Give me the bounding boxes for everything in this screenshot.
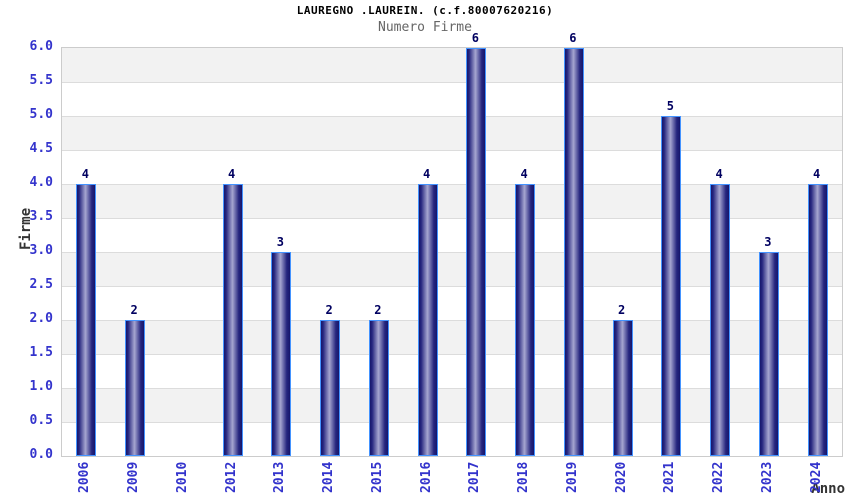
x-tick-label: 2012 (223, 461, 239, 493)
bar-2022 (710, 184, 731, 456)
grid-band (62, 150, 842, 184)
y-tick-label: 0.0 (29, 447, 53, 462)
x-tick-label: 2023 (759, 461, 775, 493)
bar-value-label: 4 (813, 167, 821, 181)
x-tick-label: 2021 (662, 461, 678, 493)
x-tick-label: 2024 (808, 461, 824, 493)
bar-2024 (807, 184, 828, 456)
plot-area (61, 47, 843, 457)
x-tick-label: 2022 (711, 461, 727, 493)
bar-2016 (417, 184, 438, 456)
gridline (62, 184, 842, 185)
bar-value-label: 6 (471, 31, 479, 45)
bar-value-label: 6 (569, 31, 577, 45)
x-tick-label: 2010 (174, 461, 190, 493)
y-tick-label: 5.5 (29, 73, 53, 88)
bar-2006 (76, 184, 97, 456)
bar-value-label: 4 (81, 167, 89, 181)
x-tick-label: 2013 (272, 461, 288, 493)
bar-2017 (466, 48, 487, 456)
grid-band (62, 82, 842, 116)
chart-title: LAUREGNO .LAUREIN. (c.f.80007620216) (296, 4, 554, 17)
bar-2015 (368, 320, 389, 456)
y-tick-label: 3.0 (29, 243, 53, 258)
x-tick-label: 2020 (613, 461, 629, 493)
chart-subtitle: Numero Firme (378, 20, 472, 35)
grid-band (62, 48, 842, 82)
y-tick-label: 3.5 (29, 209, 53, 224)
x-tick-label: 2015 (369, 461, 385, 493)
bar-value-label: 3 (764, 235, 772, 249)
bar-2020 (612, 320, 633, 456)
gridline (62, 82, 842, 83)
y-tick-label: 2.0 (29, 311, 53, 326)
bar-2021 (661, 116, 682, 456)
gridline (62, 150, 842, 151)
y-tick-label: 4.5 (29, 141, 53, 156)
bar-value-label: 4 (423, 167, 431, 181)
bar-2023 (758, 252, 779, 456)
x-tick-label: 2014 (321, 461, 337, 493)
y-tick-label: 1.5 (29, 345, 53, 360)
y-tick-label: 1.0 (29, 379, 53, 394)
bar-value-label: 4 (520, 167, 528, 181)
x-tick-label: 2009 (126, 461, 142, 493)
gridline (62, 286, 842, 287)
bar-value-label: 2 (325, 303, 333, 317)
x-tick-label: 2018 (516, 461, 532, 493)
bar-2018 (515, 184, 536, 456)
bar-2019 (563, 48, 584, 456)
bar-value-label: 2 (618, 303, 626, 317)
gridline (62, 320, 842, 321)
x-tick-label: 2019 (564, 461, 580, 493)
gridline (62, 252, 842, 253)
bar-value-label: 2 (374, 303, 382, 317)
gridline (62, 218, 842, 219)
bar-value-label: 3 (276, 235, 284, 249)
bar-2009 (125, 320, 146, 456)
y-tick-label: 5.0 (29, 107, 53, 122)
bar-2014 (320, 320, 341, 456)
bar-2013 (271, 252, 292, 456)
x-tick-label: 2016 (418, 461, 434, 493)
y-tick-label: 6.0 (29, 39, 53, 54)
gridline (62, 422, 842, 423)
y-tick-label: 4.0 (29, 175, 53, 190)
bar-value-label: 5 (666, 99, 674, 113)
bar-value-label: 4 (228, 167, 236, 181)
x-tick-label: 2017 (467, 461, 483, 493)
grid-band (62, 116, 842, 150)
x-axis-label: Anno (811, 481, 845, 497)
bar-value-label: 4 (715, 167, 723, 181)
gridline (62, 388, 842, 389)
bar-value-label: 2 (130, 303, 138, 317)
y-tick-label: 0.5 (29, 413, 53, 428)
bar-2012 (222, 184, 243, 456)
y-tick-label: 2.5 (29, 277, 53, 292)
gridline (62, 354, 842, 355)
x-tick-label: 2006 (77, 461, 93, 493)
gridline (62, 116, 842, 117)
